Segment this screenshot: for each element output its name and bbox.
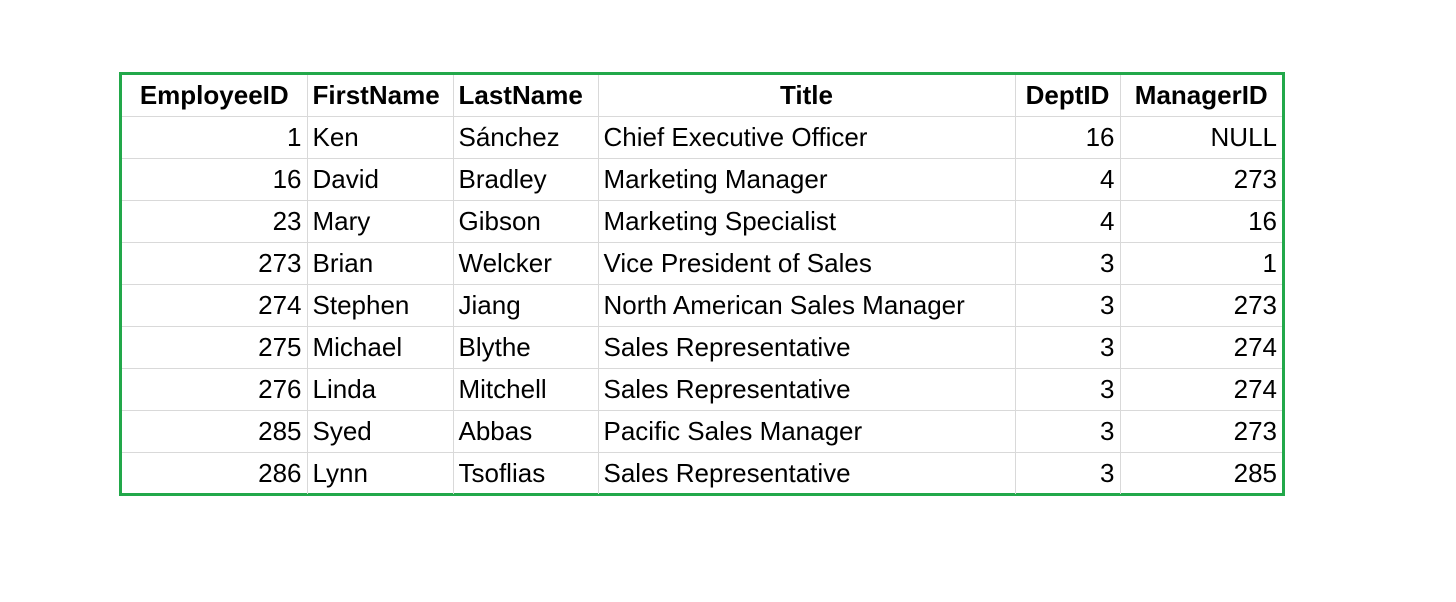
cell-employeeid: 273 (122, 242, 308, 285)
cell-title: Pacific Sales Manager (597, 410, 1016, 453)
cell-deptid: 3 (1014, 326, 1121, 369)
header-managerid: ManagerID (1119, 75, 1282, 117)
cell-deptid: 3 (1014, 242, 1121, 285)
cell-title: North American Sales Manager (597, 284, 1016, 327)
cell-deptid: 3 (1014, 284, 1121, 327)
cell-deptid: 3 (1014, 452, 1121, 494)
cell-firstname: Mary (306, 200, 454, 243)
cell-firstname: David (306, 158, 454, 201)
header-deptid: DeptID (1014, 75, 1121, 117)
cell-deptid: 4 (1014, 200, 1121, 243)
cell-lastname: Bradley (452, 158, 599, 201)
cell-lastname: Blythe (452, 326, 599, 369)
cell-lastname: Mitchell (452, 368, 599, 411)
cell-title: Chief Executive Officer (597, 116, 1016, 159)
employee-table-frame: EmployeeID FirstName LastName Title Dept… (119, 72, 1285, 496)
table-row: 274 Stephen Jiang North American Sales M… (122, 284, 1282, 327)
cell-employeeid: 16 (122, 158, 308, 201)
cell-employeeid: 1 (122, 116, 308, 159)
header-employeeid: EmployeeID (122, 75, 308, 117)
cell-managerid: NULL (1119, 116, 1282, 159)
cell-title: Marketing Manager (597, 158, 1016, 201)
cell-title: Sales Representative (597, 326, 1016, 369)
employee-table: EmployeeID FirstName LastName Title Dept… (122, 75, 1282, 494)
cell-firstname: Ken (306, 116, 454, 159)
cell-title: Sales Representative (597, 452, 1016, 494)
cell-managerid: 273 (1119, 158, 1282, 201)
cell-title: Sales Representative (597, 368, 1016, 411)
cell-lastname: Welcker (452, 242, 599, 285)
header-title: Title (597, 75, 1016, 117)
cell-managerid: 273 (1119, 410, 1282, 453)
table-row: 285 Syed Abbas Pacific Sales Manager 3 2… (122, 410, 1282, 453)
cell-firstname: Syed (306, 410, 454, 453)
cell-managerid: 16 (1119, 200, 1282, 243)
cell-managerid: 285 (1119, 452, 1282, 494)
cell-employeeid: 23 (122, 200, 308, 243)
cell-lastname: Jiang (452, 284, 599, 327)
cell-firstname: Stephen (306, 284, 454, 327)
cell-managerid: 274 (1119, 326, 1282, 369)
table-row: 276 Linda Mitchell Sales Representative … (122, 368, 1282, 411)
cell-title: Marketing Specialist (597, 200, 1016, 243)
table-row: 1 Ken Sánchez Chief Executive Officer 16… (122, 116, 1282, 159)
header-firstname: FirstName (306, 75, 454, 117)
cell-lastname: Gibson (452, 200, 599, 243)
cell-deptid: 3 (1014, 410, 1121, 453)
cell-employeeid: 275 (122, 326, 308, 369)
header-row: EmployeeID FirstName LastName Title Dept… (122, 75, 1282, 117)
cell-employeeid: 276 (122, 368, 308, 411)
cell-employeeid: 285 (122, 410, 308, 453)
table-row: 23 Mary Gibson Marketing Specialist 4 16 (122, 200, 1282, 243)
table-row: 16 David Bradley Marketing Manager 4 273 (122, 158, 1282, 201)
cell-deptid: 3 (1014, 368, 1121, 411)
cell-lastname: Tsoflias (452, 452, 599, 494)
cell-managerid: 273 (1119, 284, 1282, 327)
cell-managerid: 1 (1119, 242, 1282, 285)
cell-managerid: 274 (1119, 368, 1282, 411)
header-lastname: LastName (452, 75, 599, 117)
cell-deptid: 16 (1014, 116, 1121, 159)
table-row: 275 Michael Blythe Sales Representative … (122, 326, 1282, 369)
cell-lastname: Abbas (452, 410, 599, 453)
cell-employeeid: 274 (122, 284, 308, 327)
cell-title: Vice President of Sales (597, 242, 1016, 285)
cell-firstname: Michael (306, 326, 454, 369)
cell-firstname: Brian (306, 242, 454, 285)
cell-employeeid: 286 (122, 452, 308, 494)
table-row: 273 Brian Welcker Vice President of Sale… (122, 242, 1282, 285)
cell-deptid: 4 (1014, 158, 1121, 201)
table-row: 286 Lynn Tsoflias Sales Representative 3… (122, 452, 1282, 494)
cell-lastname: Sánchez (452, 116, 599, 159)
cell-firstname: Linda (306, 368, 454, 411)
cell-firstname: Lynn (306, 452, 454, 494)
